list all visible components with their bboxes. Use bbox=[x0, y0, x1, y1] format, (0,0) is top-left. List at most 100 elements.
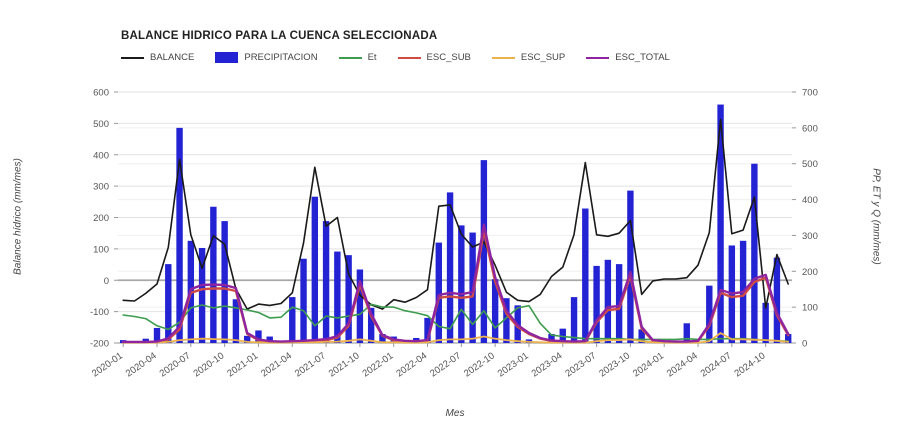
y-right-tick-label: 200 bbox=[802, 267, 818, 278]
bar-precipitacion bbox=[683, 323, 690, 343]
legend-label: PRECIPITACION bbox=[244, 52, 318, 63]
x-tick-label: 2021-10 bbox=[327, 350, 362, 379]
x-tick-label: 2024-10 bbox=[733, 350, 768, 379]
bar-precipitacion bbox=[604, 259, 612, 343]
bar-precipitacion bbox=[480, 160, 488, 343]
bar-precipitacion bbox=[424, 317, 431, 343]
bar-precipitacion bbox=[232, 299, 240, 343]
bar-precipitacion bbox=[176, 127, 183, 343]
x-tick-label: 2020-04 bbox=[124, 350, 159, 379]
bar-precipitacion bbox=[300, 258, 307, 343]
legend-label: BALANCE bbox=[150, 52, 195, 63]
y-left-tick-label: 200 bbox=[93, 213, 109, 224]
line-et bbox=[122, 303, 790, 343]
bar-precipitacion bbox=[503, 298, 510, 343]
bar-precipitacion bbox=[446, 192, 454, 343]
legend-item-et[interactable]: Et bbox=[338, 52, 377, 63]
bar-precipitacion bbox=[356, 269, 364, 343]
x-tick-label: 2022-01 bbox=[361, 350, 396, 379]
bar-precipitacion bbox=[751, 163, 758, 343]
legend-item-esc_sup[interactable]: ESC_SUP bbox=[491, 52, 566, 63]
line-esc_total bbox=[121, 223, 790, 344]
y-right-tick-label: 0 bbox=[802, 339, 807, 350]
legend-item-balance[interactable]: BALANCE bbox=[121, 52, 194, 63]
y-right-tick-label: 700 bbox=[802, 88, 818, 99]
y-left-tick-label: 500 bbox=[93, 119, 109, 130]
x-tick-label: 2020-10 bbox=[191, 350, 226, 379]
y-right-tick-label: 500 bbox=[802, 159, 818, 170]
legend-swatch-esc_sub bbox=[397, 56, 421, 59]
bar-precipitacion bbox=[548, 334, 555, 343]
chart-legend: BALANCE PRECIPITACION Et ESC_SUB ESC_SUP ESC_… bbox=[121, 52, 670, 63]
bar-precipitacion bbox=[165, 264, 172, 343]
y-left-tick-label: 400 bbox=[93, 150, 109, 161]
bar-precipitacion bbox=[345, 255, 352, 343]
x-tick-label: 2022-04 bbox=[394, 350, 429, 379]
x-axis-title: Mes bbox=[445, 408, 465, 419]
bar-precipitacion bbox=[638, 329, 645, 343]
y-left-tick-label: 100 bbox=[93, 244, 109, 255]
bar-precipitacion bbox=[570, 297, 578, 343]
legend-item-esc_sub[interactable]: ESC_SUB bbox=[397, 52, 471, 63]
x-tick-label: 2024-04 bbox=[665, 350, 700, 379]
x-tick-label: 2022-07 bbox=[428, 350, 463, 379]
y-left-tick-label: -200 bbox=[90, 339, 109, 350]
legend-label: ESC_SUB bbox=[426, 52, 471, 63]
bar-precipitacion bbox=[762, 302, 769, 343]
y-right-tick-label: 300 bbox=[802, 231, 818, 242]
bar-precipitacion bbox=[435, 242, 442, 343]
bar-precipitacion bbox=[582, 208, 589, 343]
bar-precipitacion bbox=[706, 285, 713, 343]
x-tick-label: 2020-01 bbox=[90, 350, 125, 379]
bar-precipitacion bbox=[773, 257, 781, 343]
line-balance bbox=[122, 118, 790, 310]
x-tick-label: 2023-07 bbox=[563, 350, 598, 379]
bar-precipitacion bbox=[367, 307, 375, 343]
y-right-tick-label: 400 bbox=[802, 195, 818, 206]
legend-label: ESC_TOTAL bbox=[615, 52, 670, 63]
x-tick-label: 2021-01 bbox=[225, 350, 260, 379]
x-tick-label: 2020-07 bbox=[158, 350, 193, 379]
legend-item-esc_total[interactable]: ESC_TOTAL bbox=[586, 52, 670, 63]
bar-precipitacion bbox=[717, 104, 724, 343]
legend-swatch-esc_total bbox=[586, 56, 610, 59]
bar-precipitacion bbox=[243, 335, 251, 343]
legend-label: Et bbox=[367, 52, 377, 63]
bar-precipitacion bbox=[198, 247, 206, 343]
x-tick-label: 2024-07 bbox=[699, 350, 734, 379]
x-tick-label: 2024-01 bbox=[631, 350, 666, 379]
bar-precipitacion bbox=[153, 327, 161, 343]
y-axis-left-title: Balance hídrico (mm/mes) bbox=[12, 158, 24, 275]
bar-precipitacion bbox=[210, 206, 217, 343]
bar-precipitacion bbox=[785, 334, 792, 343]
bar-precipitacion bbox=[311, 196, 319, 343]
bar-precipitacion bbox=[379, 334, 386, 343]
y-left-tick-label: 300 bbox=[93, 182, 109, 193]
y-left-tick-label: -100 bbox=[90, 307, 109, 318]
bar-precipitacion bbox=[255, 330, 262, 343]
y-left-tick-label: 600 bbox=[93, 88, 109, 99]
bar-precipitacion bbox=[491, 279, 499, 343]
x-tick-label: 2022-10 bbox=[462, 350, 497, 379]
x-tick-label: 2021-07 bbox=[293, 350, 328, 379]
x-tick-label: 2023-01 bbox=[496, 350, 531, 379]
legend-swatch-balance bbox=[121, 56, 144, 59]
x-tick-label: 2023-10 bbox=[597, 350, 632, 379]
x-tick-label: 2023-04 bbox=[530, 350, 565, 379]
bar-precipitacion bbox=[593, 265, 600, 343]
bar-precipitacion bbox=[221, 221, 228, 343]
y-left-tick-label: 0 bbox=[104, 276, 109, 287]
bar-precipitacion bbox=[458, 225, 465, 343]
bar-precipitacion bbox=[334, 251, 341, 343]
legend-label: ESC_SUP bbox=[520, 52, 566, 63]
legend-swatch-precipitacion bbox=[215, 52, 239, 63]
bar-precipitacion bbox=[627, 190, 634, 343]
legend-item-precipitacion[interactable]: PRECIPITACION bbox=[215, 52, 318, 63]
legend-swatch-et bbox=[338, 56, 362, 59]
y-right-tick-label: 100 bbox=[802, 303, 818, 314]
chart-title: BALANCE HIDRICO PARA LA CUENCA SELECCION… bbox=[121, 30, 438, 42]
legend-swatch-esc_sup bbox=[491, 56, 515, 59]
x-tick-label: 2021-04 bbox=[259, 350, 294, 379]
